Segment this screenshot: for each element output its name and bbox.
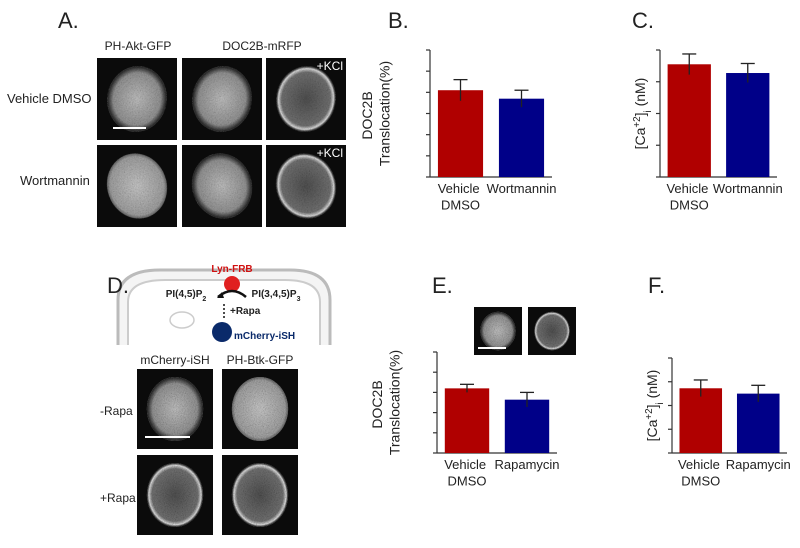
bar xyxy=(726,73,770,177)
y-axis-label: DOC2B Translocation(%) xyxy=(369,350,403,455)
panel-letter: A. xyxy=(58,8,79,33)
cell-image xyxy=(146,463,204,527)
panel-letter: D. xyxy=(107,273,129,298)
x-tick-label: Rapamycin xyxy=(494,457,559,472)
bar xyxy=(498,98,545,177)
panel-letter: C. xyxy=(632,8,654,33)
column-label: mCherry-iSH xyxy=(140,353,209,367)
x-tick-label: Rapamycin xyxy=(726,457,791,472)
y-axis-label: DOC2B Translocation(%) xyxy=(359,61,393,166)
image-annotation: +KCl xyxy=(317,59,343,73)
cell-image xyxy=(276,153,336,219)
bar xyxy=(444,388,490,453)
cell-image xyxy=(276,66,336,132)
column-label: DOC2B-mRFP xyxy=(222,39,301,53)
cell-image xyxy=(192,153,252,219)
panel-letter: F. xyxy=(648,273,665,298)
diagram-label: mCherry-iSH xyxy=(234,331,295,342)
cell-image xyxy=(146,377,204,441)
bar xyxy=(679,388,723,453)
row-label: Vehicle DMSO xyxy=(7,91,92,106)
x-tick-label: Vehicle DMSO xyxy=(678,457,724,488)
y-axis-label: [Ca+2]i (nM) xyxy=(632,78,654,150)
diagram-label: PI(3,4,5)P3 xyxy=(252,289,301,303)
x-tick-label: Vehicle DMSO xyxy=(444,457,490,488)
x-tick-label: Wortmannin xyxy=(713,181,783,196)
cell-image xyxy=(107,153,167,219)
bar xyxy=(736,393,780,453)
cell-image xyxy=(107,66,167,132)
panel-letter: E. xyxy=(432,273,453,298)
panel-letter: B. xyxy=(388,8,409,33)
diagram-label: Lyn-FRB xyxy=(211,264,252,275)
cell-image xyxy=(231,377,289,441)
image-annotation: +KCl xyxy=(317,146,343,160)
cell-image xyxy=(192,66,252,132)
bar xyxy=(437,90,484,177)
row-label: +Rapa xyxy=(100,491,136,505)
cell-diagram xyxy=(116,268,332,345)
diagram-label: PI(4,5)P2 xyxy=(166,289,207,303)
x-tick-label: Vehicle DMSO xyxy=(438,181,484,212)
cell-image xyxy=(231,463,289,527)
diagram-label: +Rapa xyxy=(230,306,261,317)
row-label: Wortmannin xyxy=(20,173,90,188)
cell-image xyxy=(480,311,516,351)
bar xyxy=(504,399,550,453)
y-axis-label: [Ca+2]i (nM) xyxy=(644,370,666,442)
bar xyxy=(667,64,711,177)
row-label: -Rapa xyxy=(100,404,133,418)
column-label: PH-Akt-GFP xyxy=(105,39,172,53)
column-label: PH-Btk-GFP xyxy=(227,353,294,367)
cell-image xyxy=(534,311,570,351)
x-tick-label: Wortmannin xyxy=(487,181,557,196)
x-tick-label: Vehicle DMSO xyxy=(666,181,712,212)
